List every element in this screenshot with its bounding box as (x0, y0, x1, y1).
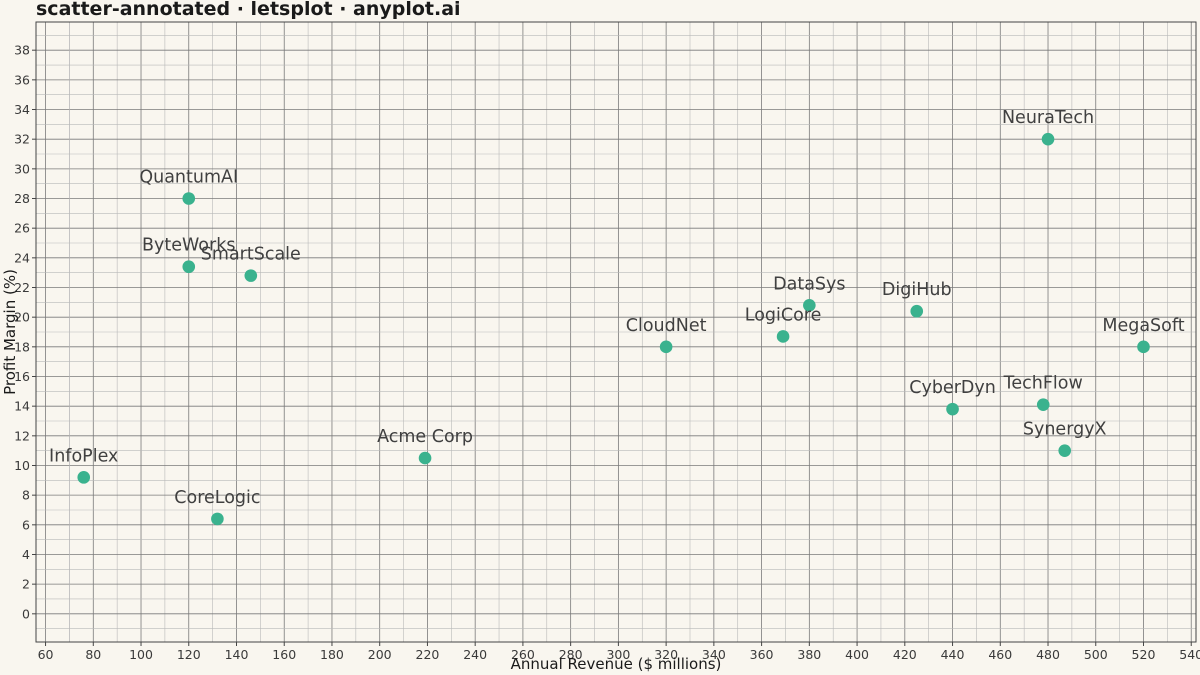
data-point (946, 402, 959, 416)
data-label: CloudNet (626, 316, 707, 336)
data-point (910, 304, 924, 318)
data-label: DataSys (773, 274, 845, 294)
y-tick-label: 10 (14, 458, 30, 473)
x-tick-label: 380 (797, 647, 821, 662)
data-point (244, 269, 258, 282)
data-label: ByteWorks (142, 236, 235, 256)
x-tick-label: 280 (559, 647, 583, 662)
y-tick-label: 16 (14, 369, 30, 384)
y-tick-label: 18 (14, 339, 30, 354)
data-point (1036, 398, 1050, 411)
y-tick-label: 22 (14, 280, 30, 295)
data-label: LogiCore (745, 305, 822, 325)
data-labels: InfoPlex CoreLogic QuantumAI ByteWorksSmart… (49, 108, 1185, 508)
x-tick-label: 480 (1036, 647, 1060, 662)
x-tick-label: 460 (988, 647, 1012, 662)
x-tick-label: 200 (368, 647, 392, 662)
y-tick-label: 4 (22, 547, 30, 562)
x-tick-label: 400 (845, 647, 869, 662)
data-point (1041, 132, 1055, 146)
x-tick-label: 160 (272, 647, 296, 662)
y-tick-label: 34 (14, 102, 30, 117)
data-label: CoreLogic (174, 488, 260, 508)
data-point (659, 340, 673, 354)
data-label: Acme Corp (377, 427, 473, 447)
data-point (182, 260, 196, 274)
data-label: TechFlow (1003, 374, 1083, 394)
data-label: SynergyX (1023, 420, 1107, 440)
y-axis-title: Profit Margin (%) (1, 269, 19, 395)
plot-frame (35, 21, 1197, 643)
y-tick-label: 36 (14, 72, 30, 87)
x-tick-label: 300 (606, 647, 630, 662)
x-tick-label: 440 (941, 647, 965, 662)
data-points (77, 132, 1150, 526)
data-point (1058, 444, 1072, 457)
y-tick-label: 26 (14, 221, 30, 236)
x-tick-label: 520 (1132, 647, 1156, 662)
x-tick-label: 100 (129, 647, 153, 662)
x-tick-label: 220 (416, 647, 440, 662)
x-tick-label: 180 (320, 647, 344, 662)
data-label: MegaSoft (1102, 316, 1184, 336)
data-point (182, 192, 196, 205)
data-point (77, 471, 91, 484)
y-tick-label: 14 (14, 399, 30, 414)
y-tick-label: 0 (22, 606, 30, 621)
data-point (803, 299, 816, 312)
grid (36, 22, 1196, 642)
y-tick-label: 32 (14, 132, 30, 147)
x-tick-label: 540 (1179, 647, 1200, 662)
data-label: SmartScale (201, 245, 301, 265)
y-tick-label: 2 (22, 577, 30, 592)
data-point (1137, 340, 1150, 354)
x-tick-label: 340 (702, 647, 726, 662)
x-tick-label: 80 (85, 647, 101, 662)
x-tick-label: 120 (177, 647, 201, 662)
chart-title: scatter-annotated · letsplot · anyplot.a… (36, 0, 461, 20)
x-tick-label: 320 (654, 647, 678, 662)
y-tick-label: 38 (14, 43, 30, 58)
data-label: CyberDyn (909, 378, 996, 398)
x-tick-label: 140 (225, 647, 249, 662)
data-point (776, 330, 790, 343)
y-tick-label: 30 (14, 161, 30, 176)
data-label: NeuraTech (1002, 108, 1094, 128)
x-axis-title: Annual Revenue ($ millions) (511, 655, 722, 673)
x-tick-label: 360 (750, 647, 774, 662)
axis-ticks: 60 80 100 120 140 160 180 200 220 240 260 280 300 320… (14, 43, 1200, 662)
data-label: DigiHub (882, 280, 952, 300)
data-label: InfoPlex (49, 446, 118, 466)
x-tick-label: 500 (1084, 647, 1108, 662)
x-tick-label: 420 (893, 647, 917, 662)
y-tick-label: 6 (22, 517, 30, 532)
data-label: QuantumAI (139, 168, 238, 188)
y-tick-label: 12 (14, 428, 30, 443)
x-tick-label: 260 (511, 647, 535, 662)
y-tick-label: 24 (14, 250, 30, 265)
y-tick-label: 8 (22, 488, 30, 503)
x-tick-label: 240 (463, 647, 487, 662)
data-point (418, 451, 432, 465)
data-point (211, 512, 224, 526)
y-tick-label: 28 (14, 191, 30, 206)
y-tick-label: 20 (14, 310, 30, 325)
x-tick-label: 60 (38, 647, 54, 662)
